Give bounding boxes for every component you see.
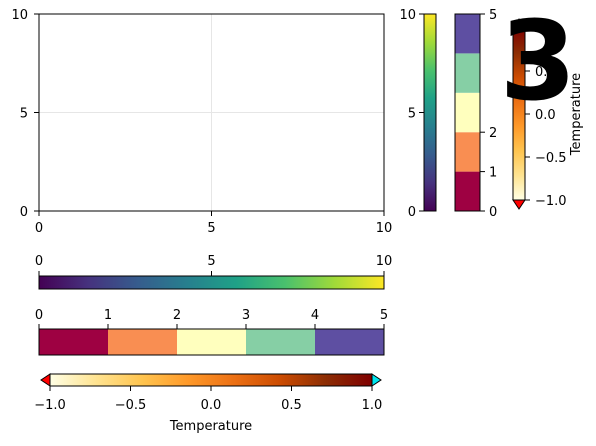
temperature-horizontal-highclip [371, 373, 382, 387]
spectral-vertical-tick-label: 5 [489, 8, 497, 23]
spectral-vertical-band [455, 53, 480, 93]
spectral-horizontal-band [108, 329, 177, 355]
viridis-horizontal-tick-label: 10 [376, 254, 393, 269]
temperature-horizontal-label: Temperature [169, 419, 252, 434]
temperature-horizontal-ticks: −1.0 −0.5 0.0 0.5 1.0 [34, 386, 382, 413]
main-y-tick-label: 5 [20, 107, 28, 122]
temperature-vertical-lowclip [512, 199, 526, 210]
spectral-vertical-band [455, 132, 480, 172]
main-y-tick-label: 0 [20, 205, 28, 220]
viridis-vertical-tick-label: 10 [399, 8, 416, 23]
colorbar-temperature-vertical: −1.0 −0.5 0.0 0.5 Temperature [512, 18, 584, 210]
spectral-horizontal-frame [38, 328, 385, 356]
temperature-horizontal-bar [49, 373, 373, 387]
temperature-horizontal-lowclip [40, 373, 51, 387]
viridis-horizontal-tick-label: 5 [207, 254, 215, 269]
viridis-vertical-tick-label: 5 [408, 107, 416, 122]
colorbar-spectral-horizontal: 0 1 2 3 4 5 [35, 308, 388, 356]
overlay-digit: 3 [500, 0, 577, 125]
colorbar-viridis-vertical: 0 5 10 [399, 8, 437, 220]
temperature-vertical-ticks: −1.0 −0.5 0.0 0.5 [525, 65, 567, 209]
temperature-vertical-tick-label: 0.0 [535, 108, 556, 123]
main-axes: 0 5 10 0 5 10 [11, 8, 392, 236]
spectral-vertical-band [455, 14, 480, 54]
temperature-horizontal-tick-label: 1.0 [362, 398, 383, 413]
temperature-vertical-tick-label: 0.5 [535, 65, 556, 80]
spectral-vertical-frame [454, 13, 481, 212]
viridis-horizontal-tick-label: 0 [35, 254, 43, 269]
temperature-horizontal-tick-label: −1.0 [34, 398, 66, 413]
spectral-vertical-ticks: 0 1 2 5 [480, 8, 497, 220]
temperature-vertical-label: Temperature [569, 73, 584, 156]
main-x-tick-label: 0 [35, 221, 43, 236]
spectral-horizontal-tick-label: 0 [35, 308, 43, 323]
main-x-ticks: 0 5 10 [35, 211, 392, 236]
spectral-vertical-tick-label: 1 [489, 166, 497, 181]
viridis-horizontal-bar [38, 275, 385, 290]
spectral-horizontal-band [39, 329, 108, 355]
spectral-vertical-tick-label: 2 [489, 126, 497, 141]
colorbar-temperature-horizontal: −1.0 −0.5 0.0 0.5 1.0 Temperature [34, 373, 382, 434]
spectral-horizontal-tick-label: 1 [104, 308, 112, 323]
spectral-vertical-tick-label: 0 [489, 205, 497, 220]
spectral-horizontal-band [315, 329, 384, 355]
temperature-vertical-tick-label: −1.0 [535, 194, 567, 209]
viridis-vertical-tick-label: 0 [408, 205, 416, 220]
main-y-ticks: 0 5 10 [11, 8, 39, 220]
colorbar-viridis-horizontal: 0 5 10 [35, 254, 392, 290]
temperature-vertical-tick-label: −0.5 [535, 151, 567, 166]
spectral-vertical-band [455, 171, 480, 211]
spectral-horizontal-tick-label: 2 [173, 308, 181, 323]
spectral-horizontal-band [246, 329, 315, 355]
main-x-tick-label: 5 [207, 221, 215, 236]
colorbar-spectral-vertical: 0 1 2 5 [454, 8, 497, 220]
spectral-horizontal-tick-label: 3 [242, 308, 250, 323]
spectral-horizontal-band [177, 329, 246, 355]
main-y-tick-label: 10 [11, 8, 28, 23]
viridis-vertical-ticks: 0 5 10 [399, 8, 424, 220]
spectral-horizontal-tick-label: 5 [380, 308, 388, 323]
spectral-vertical-band [455, 92, 480, 133]
spectral-vertical-bands [455, 14, 480, 211]
spectral-horizontal-bands [39, 329, 384, 355]
viridis-horizontal-ticks: 0 5 10 [35, 254, 392, 276]
temperature-horizontal-tick-label: 0.0 [201, 398, 222, 413]
spectral-horizontal-ticks: 0 1 2 3 4 5 [35, 308, 388, 329]
viridis-vertical-bar [423, 13, 437, 212]
temperature-horizontal-tick-label: −0.5 [115, 398, 147, 413]
spectral-horizontal-tick-label: 4 [311, 308, 319, 323]
temperature-horizontal-tick-label: 0.5 [281, 398, 302, 413]
main-x-tick-label: 10 [376, 221, 393, 236]
